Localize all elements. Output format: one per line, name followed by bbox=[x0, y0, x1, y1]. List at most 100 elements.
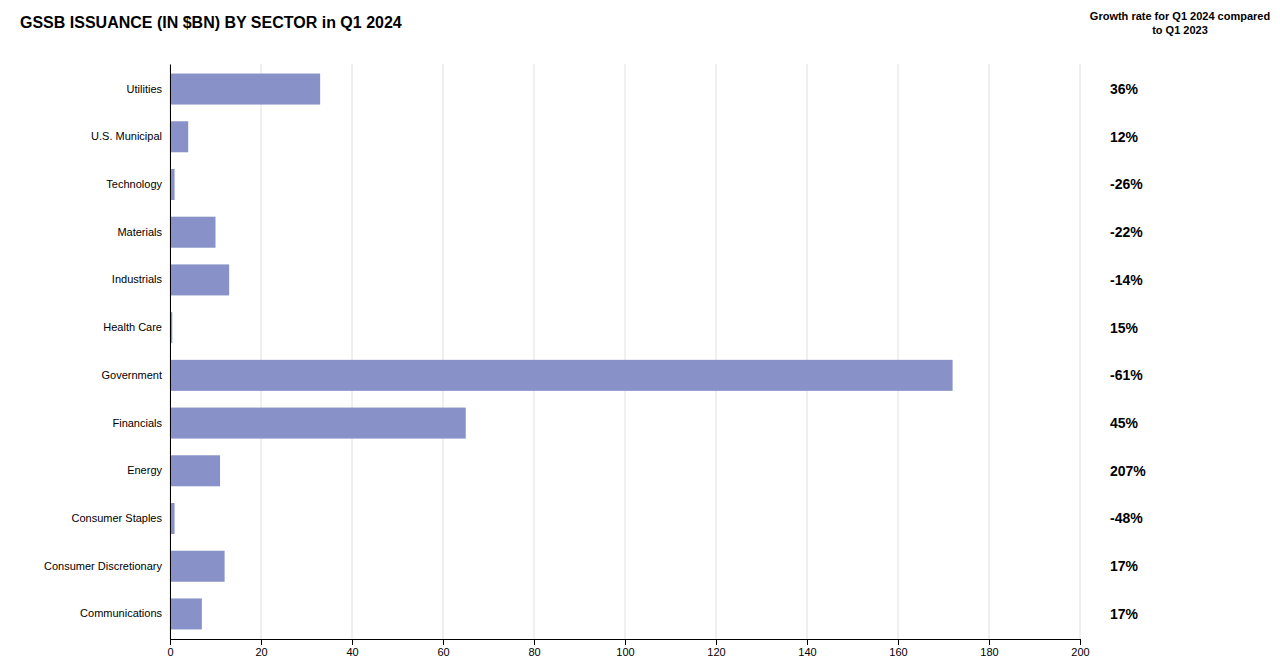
growth-label: -14% bbox=[1110, 272, 1143, 288]
bar bbox=[170, 551, 225, 582]
x-tick-label: 60 bbox=[437, 646, 449, 658]
x-tick: 100 bbox=[616, 639, 634, 658]
y-tick-label: Communications bbox=[80, 607, 162, 619]
bar bbox=[170, 264, 229, 295]
x-tick-mark bbox=[625, 639, 626, 645]
x-tick: 200 bbox=[1071, 639, 1089, 658]
bar bbox=[170, 121, 188, 152]
x-tick: 80 bbox=[528, 639, 540, 658]
y-tick: Energy bbox=[127, 464, 162, 476]
y-tick-label: Government bbox=[101, 369, 162, 381]
y-tick-label: Utilities bbox=[127, 83, 163, 95]
x-tick: 180 bbox=[980, 639, 998, 658]
y-tick: Health Care bbox=[103, 321, 162, 333]
annotation-title: Growth rate for Q1 2024 compared to Q1 20… bbox=[1090, 10, 1270, 36]
growth-label: 45% bbox=[1110, 415, 1139, 431]
grid bbox=[170, 64, 1080, 639]
y-tick-label: Financials bbox=[112, 417, 162, 429]
bar bbox=[170, 74, 320, 105]
grid-line bbox=[534, 64, 535, 639]
y-tick: Technology bbox=[106, 178, 162, 190]
growth-label: -26% bbox=[1110, 176, 1143, 192]
x-tick-label: 100 bbox=[616, 646, 634, 658]
x-tick-mark bbox=[170, 639, 171, 645]
growth-label: -61% bbox=[1110, 367, 1143, 383]
growth-label: 36% bbox=[1110, 81, 1139, 97]
growth-label: 15% bbox=[1110, 320, 1139, 336]
y-tick: Consumer Discretionary bbox=[44, 560, 162, 572]
x-tick: 120 bbox=[707, 639, 725, 658]
growth-label: -22% bbox=[1110, 224, 1143, 240]
y-tick: Government bbox=[101, 369, 162, 381]
x-tick: 40 bbox=[346, 639, 358, 658]
x-tick: 160 bbox=[889, 639, 907, 658]
y-axis: Utilities U.S. Municipal Technology Materia… bbox=[44, 65, 170, 640]
bar bbox=[170, 598, 202, 629]
y-tick-label: Technology bbox=[106, 178, 162, 190]
y-tick-label: Materials bbox=[117, 226, 162, 238]
x-tick-mark bbox=[807, 639, 808, 645]
x-tick-label: 180 bbox=[980, 646, 998, 658]
grid-line bbox=[989, 64, 990, 639]
grid-line bbox=[625, 64, 626, 639]
annotation-title-line: Growth rate for Q1 2024 compared bbox=[1090, 10, 1270, 22]
x-tick-label: 40 bbox=[346, 646, 358, 658]
y-tick: U.S. Municipal bbox=[91, 130, 162, 142]
x-tick-mark bbox=[989, 639, 990, 645]
x-axis-line bbox=[171, 640, 1081, 646]
growth-label: 17% bbox=[1110, 558, 1139, 574]
x-tick-mark bbox=[443, 639, 444, 645]
bar bbox=[170, 217, 216, 248]
y-tick-label: Consumer Staples bbox=[72, 512, 163, 524]
annotations: 36%12%-26%-22%-14%15%-61%45%207%-48%17%1… bbox=[1110, 81, 1146, 622]
grid-line bbox=[716, 64, 717, 639]
grid-line bbox=[352, 64, 353, 639]
x-tick-label: 0 bbox=[167, 646, 173, 658]
y-tick: Consumer Staples bbox=[72, 512, 163, 524]
x-tick: 60 bbox=[437, 639, 449, 658]
grid-line bbox=[898, 64, 899, 639]
x-tick-mark bbox=[534, 639, 535, 645]
x-tick-label: 140 bbox=[798, 646, 816, 658]
y-tick-label: U.S. Municipal bbox=[91, 130, 162, 142]
x-tick-label: 20 bbox=[255, 646, 267, 658]
grid-line bbox=[443, 64, 444, 639]
y-tick-label: Industrials bbox=[112, 273, 163, 285]
y-axis-line bbox=[170, 65, 171, 640]
x-tick-label: 160 bbox=[889, 646, 907, 658]
x-tick: 140 bbox=[798, 639, 816, 658]
x-tick-mark bbox=[898, 639, 899, 645]
growth-label: 207% bbox=[1110, 463, 1146, 479]
y-tick-label: Consumer Discretionary bbox=[44, 560, 162, 572]
x-tick-mark bbox=[716, 639, 717, 645]
annotation-title-line: to Q1 2023 bbox=[1152, 24, 1208, 36]
chart-container: 0 20 40 60 80 100 120 140 160 180 200 Utilities U.S.… bbox=[0, 0, 1280, 671]
grid-line bbox=[170, 64, 171, 639]
title: GSSB ISSUANCE (IN $BN) BY SECTOR in Q1 2… bbox=[20, 14, 402, 31]
y-tick: Communications bbox=[80, 607, 162, 619]
plot-area: 0 20 40 60 80 100 120 140 160 180 200 Utilities U.S.… bbox=[44, 64, 1090, 658]
grid-line bbox=[807, 64, 808, 639]
bars bbox=[170, 74, 953, 630]
x-tick-mark bbox=[352, 639, 353, 645]
bar bbox=[170, 408, 466, 439]
x-tick-label: 120 bbox=[707, 646, 725, 658]
y-tick: Financials bbox=[112, 417, 162, 429]
chart-svg: 0 20 40 60 80 100 120 140 160 180 200 Utilities U.S.… bbox=[0, 0, 1280, 671]
x-tick-label: 200 bbox=[1071, 646, 1089, 658]
grid-line bbox=[1080, 64, 1081, 639]
grid-line bbox=[261, 64, 262, 639]
bar bbox=[170, 455, 220, 486]
x-tick-mark bbox=[261, 639, 262, 645]
growth-label: 12% bbox=[1110, 129, 1139, 145]
y-tick-label: Health Care bbox=[103, 321, 162, 333]
x-tick: 0 bbox=[167, 639, 173, 658]
y-tick-label: Energy bbox=[127, 464, 162, 476]
x-tick-mark bbox=[1080, 639, 1081, 645]
y-tick: Utilities bbox=[127, 83, 163, 95]
x-tick: 20 bbox=[255, 639, 267, 658]
x-axis: 0 20 40 60 80 100 120 140 160 180 200 bbox=[167, 639, 1089, 658]
y-tick: Industrials bbox=[112, 273, 163, 285]
y-tick: Materials bbox=[117, 226, 162, 238]
growth-label: -48% bbox=[1110, 510, 1143, 526]
